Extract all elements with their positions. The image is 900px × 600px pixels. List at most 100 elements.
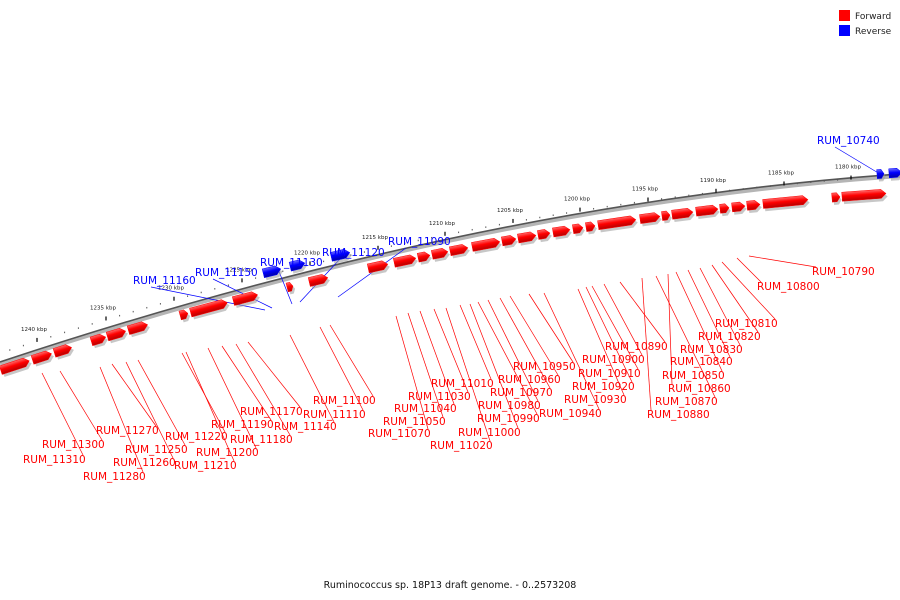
- gene-arrow: [695, 204, 719, 217]
- kbp-tick-label: 1190 kbp: [700, 178, 726, 184]
- gene-arrow: [731, 201, 746, 213]
- leader-line: [477, 301, 538, 415]
- legend-forward-swatch: [839, 10, 850, 21]
- gene-label-reverse: RUM_11130: [260, 257, 323, 269]
- forward-gene: [585, 221, 597, 235]
- kbp-minor-tick: [255, 277, 257, 279]
- kbp-minor-tick: [9, 349, 11, 351]
- gene-label-reverse: RUM_11160: [133, 275, 196, 287]
- gene-label-forward: RUM_11260: [113, 457, 176, 469]
- gene-arrow: [597, 215, 637, 230]
- kbp-minor-tick: [701, 192, 703, 195]
- gene-label-forward: RUM_10820: [698, 331, 761, 343]
- leader-line: [419, 310, 455, 405]
- genome-backbone-shadow: [0, 174, 900, 366]
- forward-gene: [831, 192, 842, 205]
- leader-line: [509, 295, 559, 376]
- kbp-minor-tick: [810, 181, 812, 183]
- kbp-minor-tick: [837, 179, 839, 181]
- gene-arrow: [661, 210, 671, 221]
- leader-line: [181, 352, 226, 433]
- legend: Forward Reverse: [839, 10, 892, 37]
- gene-arrow: [30, 350, 52, 365]
- kbp-tick-label: 1180 kbp: [835, 165, 861, 171]
- gene-arrow: [430, 248, 449, 260]
- gene-arrow: [416, 251, 431, 263]
- kbp-tick-label: 1200 kbp: [564, 197, 590, 203]
- reverse-gene: [261, 265, 283, 281]
- forward-gene: [449, 244, 470, 259]
- leader-line: [99, 366, 144, 473]
- kbp-minor-tick: [742, 188, 744, 190]
- kbp-minor-tick: [91, 323, 93, 325]
- kbp-minor-tick: [390, 245, 392, 247]
- gene-label-forward: RUM_10920: [572, 381, 635, 393]
- leader-line: [528, 293, 574, 363]
- kbp-minor-tick: [769, 185, 771, 187]
- gene-arrow: [178, 309, 189, 321]
- kbp-tick-label: 1230 kbp: [158, 286, 184, 292]
- leader-line: [207, 347, 257, 449]
- leader-line: [247, 341, 301, 408]
- forward-gene: [285, 281, 296, 295]
- gene-arrow: [888, 168, 900, 179]
- kbp-minor-tick: [363, 251, 365, 253]
- forward-gene: [517, 231, 538, 246]
- kbp-minor-tick: [525, 219, 527, 221]
- legend-forward-label: Forward: [855, 12, 891, 22]
- kbp-minor-tick: [64, 331, 66, 334]
- leader-line: [577, 288, 625, 396]
- gene-arrow: [639, 212, 661, 224]
- forward-gene: [731, 201, 747, 215]
- kbp-minor-tick: [214, 288, 216, 290]
- forward-gene: [671, 207, 695, 222]
- leader-line: [543, 292, 600, 410]
- kbp-tick-label: 1220 kbp: [294, 250, 320, 256]
- leader-line: [395, 315, 429, 430]
- kbp-minor-tick: [146, 306, 148, 309]
- kbp-minor-tick: [200, 291, 202, 294]
- gene-label-forward: RUM_10810: [715, 318, 778, 330]
- gene-label-forward: RUM_11020: [430, 440, 493, 452]
- kbp-minor-tick: [620, 203, 622, 206]
- kbp-minor-tick: [593, 207, 595, 210]
- forward-gene: [572, 223, 585, 237]
- kbp-minor-tick: [77, 327, 79, 329]
- kbp-minor-tick: [688, 194, 690, 197]
- forward-gene: [639, 212, 662, 227]
- reverse-gene: [888, 168, 900, 181]
- forward-gene: [231, 291, 260, 308]
- leader-line: [675, 271, 723, 372]
- kbp-minor-tick: [539, 216, 541, 219]
- forward-gene: [597, 215, 638, 233]
- gene-arrow: [105, 327, 126, 342]
- forward-gene: [126, 321, 150, 338]
- gene-label-forward: RUM_11030: [408, 391, 471, 403]
- kbp-tick-label: 1210 kbp: [429, 221, 455, 227]
- gene-arrow: [876, 169, 885, 179]
- gene-arrow: [762, 195, 809, 209]
- leader-line: [221, 345, 272, 421]
- gene-label-forward: RUM_10990: [477, 413, 540, 425]
- leader-line: [699, 267, 741, 346]
- kbp-minor-tick: [498, 223, 500, 226]
- leader-line: [711, 264, 759, 333]
- gene-arrow: [307, 274, 329, 287]
- reverse-gene: [876, 169, 886, 182]
- leader-line: [319, 326, 364, 411]
- gene-label-reverse: RUM_11150: [195, 267, 258, 279]
- kbp-minor-tick: [633, 201, 635, 204]
- kbp-tick-label: 1185 kbp: [768, 170, 794, 176]
- gene-track: [0, 168, 900, 377]
- kbp-minor-tick: [729, 189, 731, 192]
- leader-line: [125, 361, 174, 459]
- kbp-minor-tick: [661, 198, 663, 200]
- forward-gene: [762, 195, 810, 212]
- leader-line: [721, 261, 776, 320]
- leader-line: [834, 146, 881, 175]
- forward-gene: [52, 344, 74, 360]
- leader-line: [212, 278, 273, 309]
- gene-arrow: [189, 299, 228, 318]
- gene-label-forward: RUM_11050: [383, 416, 446, 428]
